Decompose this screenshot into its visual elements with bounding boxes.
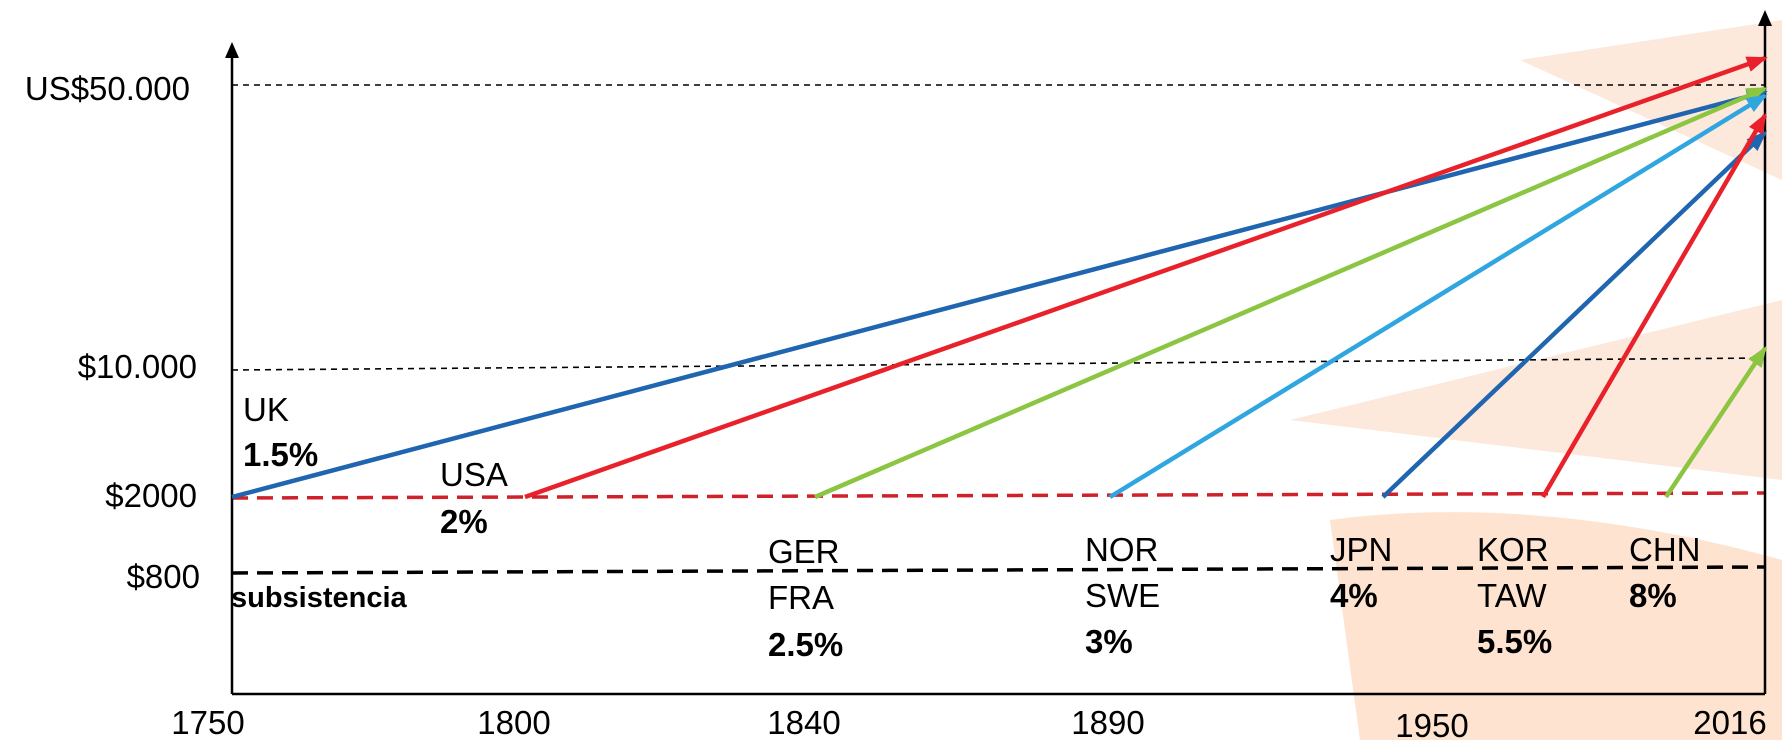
annotation-ger-name: GER [768, 533, 840, 570]
series-arrowhead [1745, 94, 1768, 112]
annotation-nor-name: NOR [1085, 531, 1158, 568]
series-arrowhead [1745, 56, 1768, 72]
annotation-chn-name: CHN [1629, 531, 1701, 568]
y-tick-label: $800 [127, 558, 200, 595]
annotation-taw-name: TAW [1477, 577, 1547, 614]
y-tick-label: $2000 [105, 477, 197, 514]
annotation-kortaw-rate: 5.5% [1477, 623, 1552, 660]
y-tick-label: US$50.000 [25, 70, 190, 107]
series-arrowhead [1746, 130, 1768, 151]
y-axis-right-arrow [1758, 10, 1772, 26]
series-arrowhead [1749, 112, 1767, 135]
subsistence-label: subsistencia [231, 582, 408, 614]
x-tick-label: 1750 [171, 704, 244, 740]
annotation-fra-name: FRA [768, 579, 834, 616]
annotation-usa-name: USA [440, 456, 508, 493]
ref-line-subsistence [231, 565, 1766, 575]
series-line [524, 56, 1766, 500]
y-tick-label: $10.000 [78, 348, 197, 385]
series-line [814, 86, 1766, 500]
x-tick-label: 2016 [1693, 704, 1766, 740]
annotation-gerfra-rate: 2.5% [768, 626, 843, 663]
x-tick-label: 1800 [477, 704, 550, 740]
series-line [1108, 93, 1767, 499]
annotation-chn-rate: 8% [1629, 577, 1677, 614]
series-line [1664, 347, 1767, 499]
annotation-usa-rate: 2% [440, 503, 488, 540]
series-line [1541, 114, 1767, 499]
annotation-jpn-name: JPN [1330, 531, 1392, 568]
annotation-uk-rate: 1.5% [243, 436, 318, 473]
ref-line-10000 [231, 357, 1766, 371]
y-axis-left-arrow [225, 42, 239, 58]
series-arrowhead [1748, 345, 1767, 368]
series-line [1381, 131, 1767, 499]
annotation-norswe-rate: 3% [1085, 623, 1133, 660]
annotation-kor-name: KOR [1477, 531, 1549, 568]
annotation-swe-name: SWE [1085, 577, 1160, 614]
x-tick-label: 1840 [767, 704, 840, 740]
series-line [231, 89, 1766, 500]
series-layer [231, 56, 1768, 500]
x-tick-label: 1890 [1071, 704, 1144, 740]
ref-line-2000 [231, 491, 1766, 500]
annotation-jpn-rate: 4% [1330, 577, 1378, 614]
x-tick-label: 1950 [1395, 707, 1468, 740]
annotation-uk-name: UK [243, 391, 289, 428]
